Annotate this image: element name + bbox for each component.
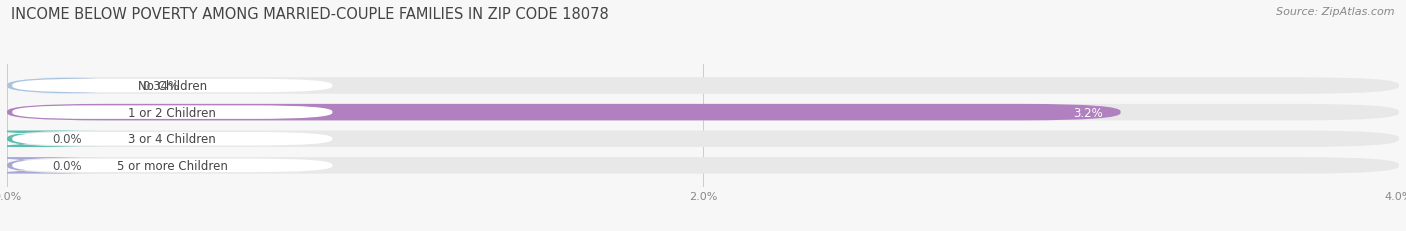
Text: Source: ZipAtlas.com: Source: ZipAtlas.com [1277,7,1395,17]
FancyBboxPatch shape [13,132,332,146]
Text: 0.34%: 0.34% [143,80,180,93]
Text: 3 or 4 Children: 3 or 4 Children [128,133,217,146]
FancyBboxPatch shape [13,79,332,93]
FancyBboxPatch shape [13,106,332,119]
Text: INCOME BELOW POVERTY AMONG MARRIED-COUPLE FAMILIES IN ZIP CODE 18078: INCOME BELOW POVERTY AMONG MARRIED-COUPL… [11,7,609,22]
FancyBboxPatch shape [7,104,1121,121]
Text: No Children: No Children [138,80,207,93]
FancyBboxPatch shape [7,78,1399,94]
Text: 0.0%: 0.0% [52,133,82,146]
Text: 5 or more Children: 5 or more Children [117,159,228,172]
FancyBboxPatch shape [0,158,104,174]
FancyBboxPatch shape [0,131,104,147]
FancyBboxPatch shape [7,78,125,94]
FancyBboxPatch shape [7,104,1399,121]
FancyBboxPatch shape [13,159,332,172]
FancyBboxPatch shape [7,158,1399,174]
Text: 0.0%: 0.0% [52,159,82,172]
Text: 3.2%: 3.2% [1073,106,1104,119]
FancyBboxPatch shape [7,131,1399,147]
Text: 1 or 2 Children: 1 or 2 Children [128,106,217,119]
